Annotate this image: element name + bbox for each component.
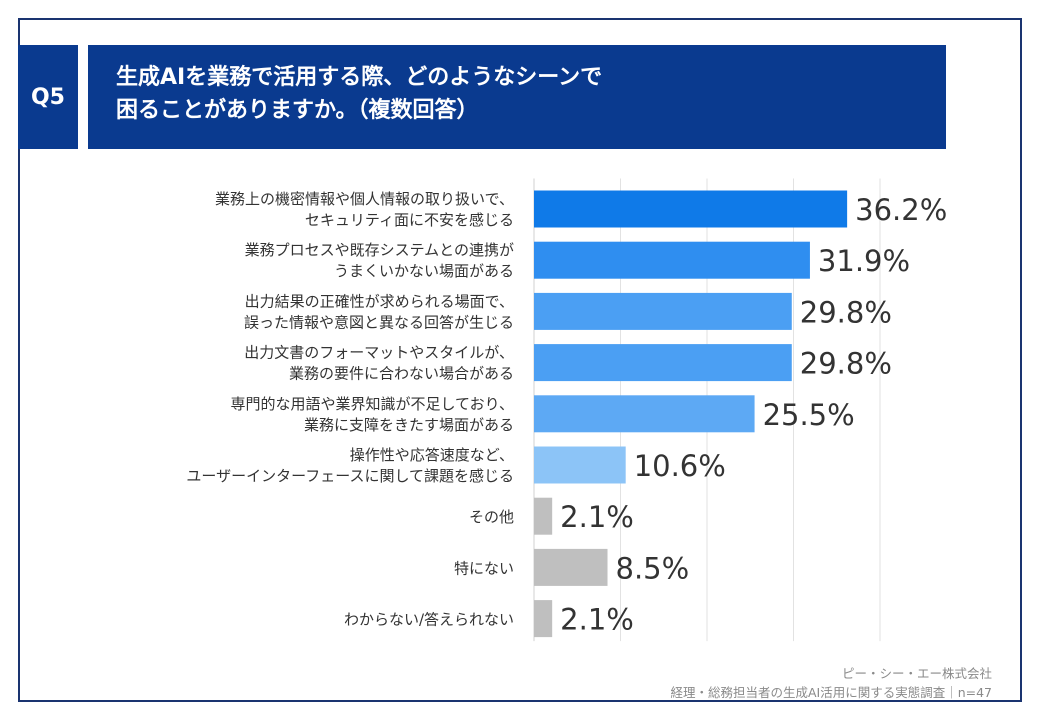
chart-frame — [18, 18, 1022, 702]
bar — [534, 446, 626, 484]
question-title-line-2: 困ることがありますか。（複数回答） — [116, 98, 479, 123]
data-label: 29.8% — [800, 347, 892, 381]
footer-survey: 経理・総務担当者の生成AI活用に関する実態調査｜n=47 — [670, 685, 992, 700]
data-label: 29.8% — [800, 295, 892, 329]
data-label: 10.6% — [634, 449, 726, 483]
data-label: 25.5% — [763, 398, 855, 432]
data-label: 31.9% — [818, 244, 910, 278]
category-label: わからない/答えられない — [344, 611, 514, 629]
bar — [534, 344, 792, 382]
category-label: 専門的な用語や業界知識が不足しており、 — [230, 395, 514, 413]
category-label: 業務上の機密情報や個人情報の取り扱いで、 — [215, 190, 514, 208]
bar — [534, 497, 553, 535]
data-label: 2.1% — [560, 500, 634, 534]
category-label: 業務の要件に合わない場合がある — [289, 365, 514, 383]
category-label: 業務プロセスや既存システムとの連携が — [245, 241, 514, 259]
category-label: セキュリティ面に不安を感じる — [305, 211, 514, 229]
category-label: ユーザーインターフェースに関して課題を感じる — [186, 467, 514, 485]
bar — [534, 600, 553, 638]
footer-company: ピー・シー・エー株式会社 — [841, 666, 992, 681]
category-label: 出力文書のフォーマットやスタイルが、 — [244, 344, 514, 362]
bar — [534, 190, 848, 228]
category-label: 操作性や応答速度など、 — [350, 446, 514, 464]
bar — [534, 292, 792, 330]
question-number: Q5 — [30, 84, 65, 110]
category-label: 出力結果の正確性が求められる場面で、 — [245, 292, 514, 310]
data-label: 2.1% — [560, 603, 634, 637]
category-label: うまくいかない場面がある — [334, 262, 514, 280]
bar — [534, 395, 755, 433]
category-label: 誤った情報や意図と異なる回答が生じる — [244, 313, 514, 331]
category-label: 業務に支障をきたす場面がある — [304, 416, 514, 434]
source-footer: ピー・シー・エー株式会社 経理・総務担当者の生成AI活用に関する実態調査｜n=4… — [670, 664, 992, 702]
data-label: 8.5% — [616, 551, 690, 585]
category-label: 特にない — [454, 559, 514, 577]
question-number-badge: Q5 — [18, 45, 78, 149]
question-title: 生成AIを業務で活用する際、どのようなシーンで 困ることがありますか。（複数回答… — [88, 45, 946, 149]
question-title-line-1: 生成AIを業務で活用する際、どのようなシーンで — [116, 65, 603, 90]
bar — [534, 548, 608, 586]
category-label: その他 — [469, 508, 514, 526]
data-label: 36.2% — [855, 193, 947, 227]
bar — [534, 241, 810, 279]
